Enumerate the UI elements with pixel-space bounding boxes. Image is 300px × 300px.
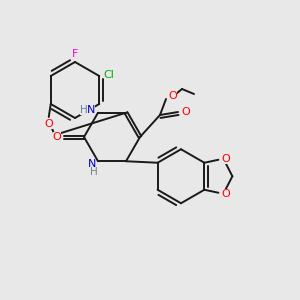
Text: F: F (72, 49, 78, 59)
Text: O: O (52, 132, 62, 142)
Text: O: O (44, 119, 53, 129)
Text: Cl: Cl (104, 70, 115, 80)
Text: H: H (80, 105, 88, 115)
Text: O: O (182, 107, 190, 117)
Text: O: O (221, 189, 230, 199)
Text: N: N (88, 159, 96, 169)
Text: O: O (169, 91, 177, 101)
Text: N: N (87, 105, 95, 115)
Text: O: O (221, 154, 230, 164)
Text: H: H (90, 167, 98, 177)
